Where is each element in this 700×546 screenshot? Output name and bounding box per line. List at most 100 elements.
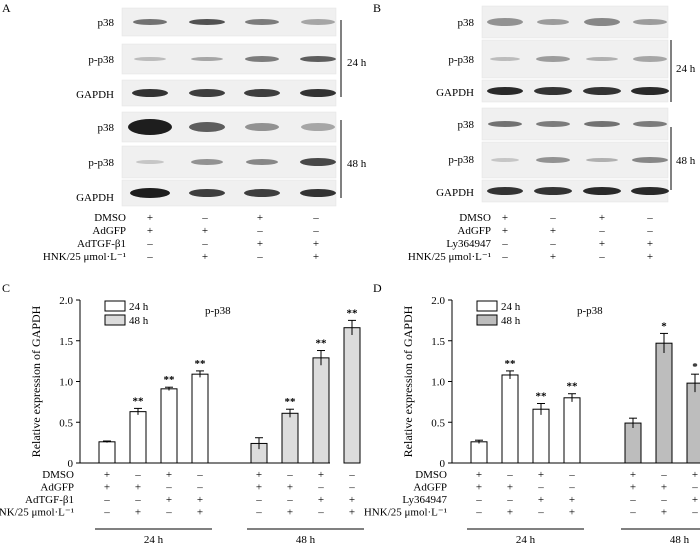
blot-row-label: p38 <box>98 122 115 134</box>
bar <box>312 357 330 464</box>
blot-row-label: GAPDH <box>436 187 474 199</box>
condition-sign: – <box>660 494 667 506</box>
legend-label: 48 h <box>501 315 521 327</box>
blot-band <box>584 121 620 127</box>
blot-band <box>191 57 223 61</box>
condition-sign: + <box>661 482 667 494</box>
condition-sign: + <box>630 482 636 494</box>
y-tick-label: 1.5 <box>431 336 445 348</box>
blot-band <box>631 87 669 95</box>
condition-sign: + <box>318 469 324 481</box>
blot-band <box>244 189 280 197</box>
condition-sign: – <box>537 482 544 494</box>
blot-band <box>586 158 618 162</box>
blot-band <box>136 160 164 164</box>
condition-sign: + <box>507 482 513 494</box>
condition-sign: + <box>147 212 153 224</box>
blot-band <box>128 119 172 135</box>
condition-sign: – <box>646 225 653 237</box>
blot-row-label: p38 <box>458 17 475 29</box>
blot-row-label: p-p38 <box>88 157 114 169</box>
y-tick-label: 2.0 <box>59 295 73 307</box>
blot-band <box>191 159 223 165</box>
western-blot-panel-a: A p38 p-p38 GAPDH p38 p-p38 GAPDH 24 h 48 h D… <box>2 1 367 263</box>
panel-letter-b: B <box>373 1 381 15</box>
group-label: 24 h <box>144 534 164 546</box>
bar-chart-panel-d: D 0 0.5 1.0 1.5 2.0 Relative expression of GA… <box>364 281 700 546</box>
blot-band <box>300 56 336 62</box>
condition-sign: – <box>501 238 508 250</box>
condition-sign: – <box>549 212 556 224</box>
condition-sign: – <box>660 469 667 481</box>
condition-sign: – <box>317 482 324 494</box>
y-tick-label: 1.5 <box>59 336 73 348</box>
condition-label: Ly364947 <box>402 494 447 506</box>
condition-label: AdGFP <box>92 225 126 237</box>
blot-band <box>633 19 667 25</box>
blot-row-label: GAPDH <box>76 192 114 204</box>
significance-mark: ** <box>195 358 207 370</box>
condition-sign: + <box>256 469 262 481</box>
condition-sign: – <box>146 238 153 250</box>
condition-label: AdTGF-β1 <box>77 238 126 250</box>
blot-band <box>631 187 669 195</box>
significance-mark: ** <box>347 307 359 319</box>
row-labels-a: p38 p-p38 GAPDH p38 p-p38 GAPDH <box>76 17 114 204</box>
condition-sign: – <box>286 494 293 506</box>
bar <box>160 388 178 464</box>
bar <box>624 422 642 464</box>
time-label-48h-b: 48 h <box>676 155 696 167</box>
y-tick-label: 1.0 <box>431 377 445 389</box>
blot-band <box>133 19 167 25</box>
condition-sign: + <box>538 469 544 481</box>
significance-mark: ** <box>505 358 517 370</box>
condition-sign: – <box>165 507 172 519</box>
condition-sign: + <box>313 238 319 250</box>
group-label: 24 h <box>516 534 536 546</box>
condition-label: DMSO <box>42 469 74 481</box>
condition-label: AdGFP <box>40 482 74 494</box>
blot-band <box>487 187 523 195</box>
blot-band <box>536 121 570 127</box>
condition-sign: – <box>103 507 110 519</box>
blot-band <box>189 122 225 132</box>
condition-sign: + <box>692 494 698 506</box>
bar <box>98 441 116 464</box>
condition-sign: – <box>537 507 544 519</box>
condition-sign: + <box>569 507 575 519</box>
blot-band <box>488 121 522 127</box>
condition-sign: + <box>135 482 141 494</box>
condition-sign: + <box>256 482 262 494</box>
condition-sign: + <box>599 212 605 224</box>
legend-label: 24 h <box>129 301 149 313</box>
blot-band <box>534 87 572 95</box>
significance-mark: * <box>692 361 698 373</box>
condition-sign: + <box>135 507 141 519</box>
condition-sign: – <box>475 494 482 506</box>
blot-band <box>244 89 280 97</box>
condition-sign: + <box>257 238 263 250</box>
condition-label: AdGFP <box>413 482 447 494</box>
bar <box>281 412 299 464</box>
condition-sign: – <box>312 212 319 224</box>
chart-c: 0 0.5 1.0 1.5 2.0 Relative expression of GAPD… <box>29 295 361 470</box>
time-label-48h-a: 48 h <box>347 158 367 170</box>
blot-band <box>300 89 336 97</box>
condition-sign: – <box>196 482 203 494</box>
blot-band <box>487 18 523 26</box>
blot-band <box>633 121 667 127</box>
legend-swatch <box>104 314 126 326</box>
blot-band <box>132 89 168 97</box>
y-tick-label: 0.5 <box>431 417 445 429</box>
blot-band <box>300 189 336 197</box>
legend-label: 48 h <box>129 315 149 327</box>
condition-label: Ly364947 <box>446 238 491 250</box>
condition-sign: – <box>103 494 110 506</box>
bar <box>470 441 488 464</box>
y-tick-label: 0 <box>68 458 74 470</box>
condition-sign: – <box>549 238 556 250</box>
blot-band <box>583 187 621 195</box>
condition-sign: – <box>201 212 208 224</box>
significance-mark: * <box>661 320 667 332</box>
condition-sign: + <box>349 494 355 506</box>
